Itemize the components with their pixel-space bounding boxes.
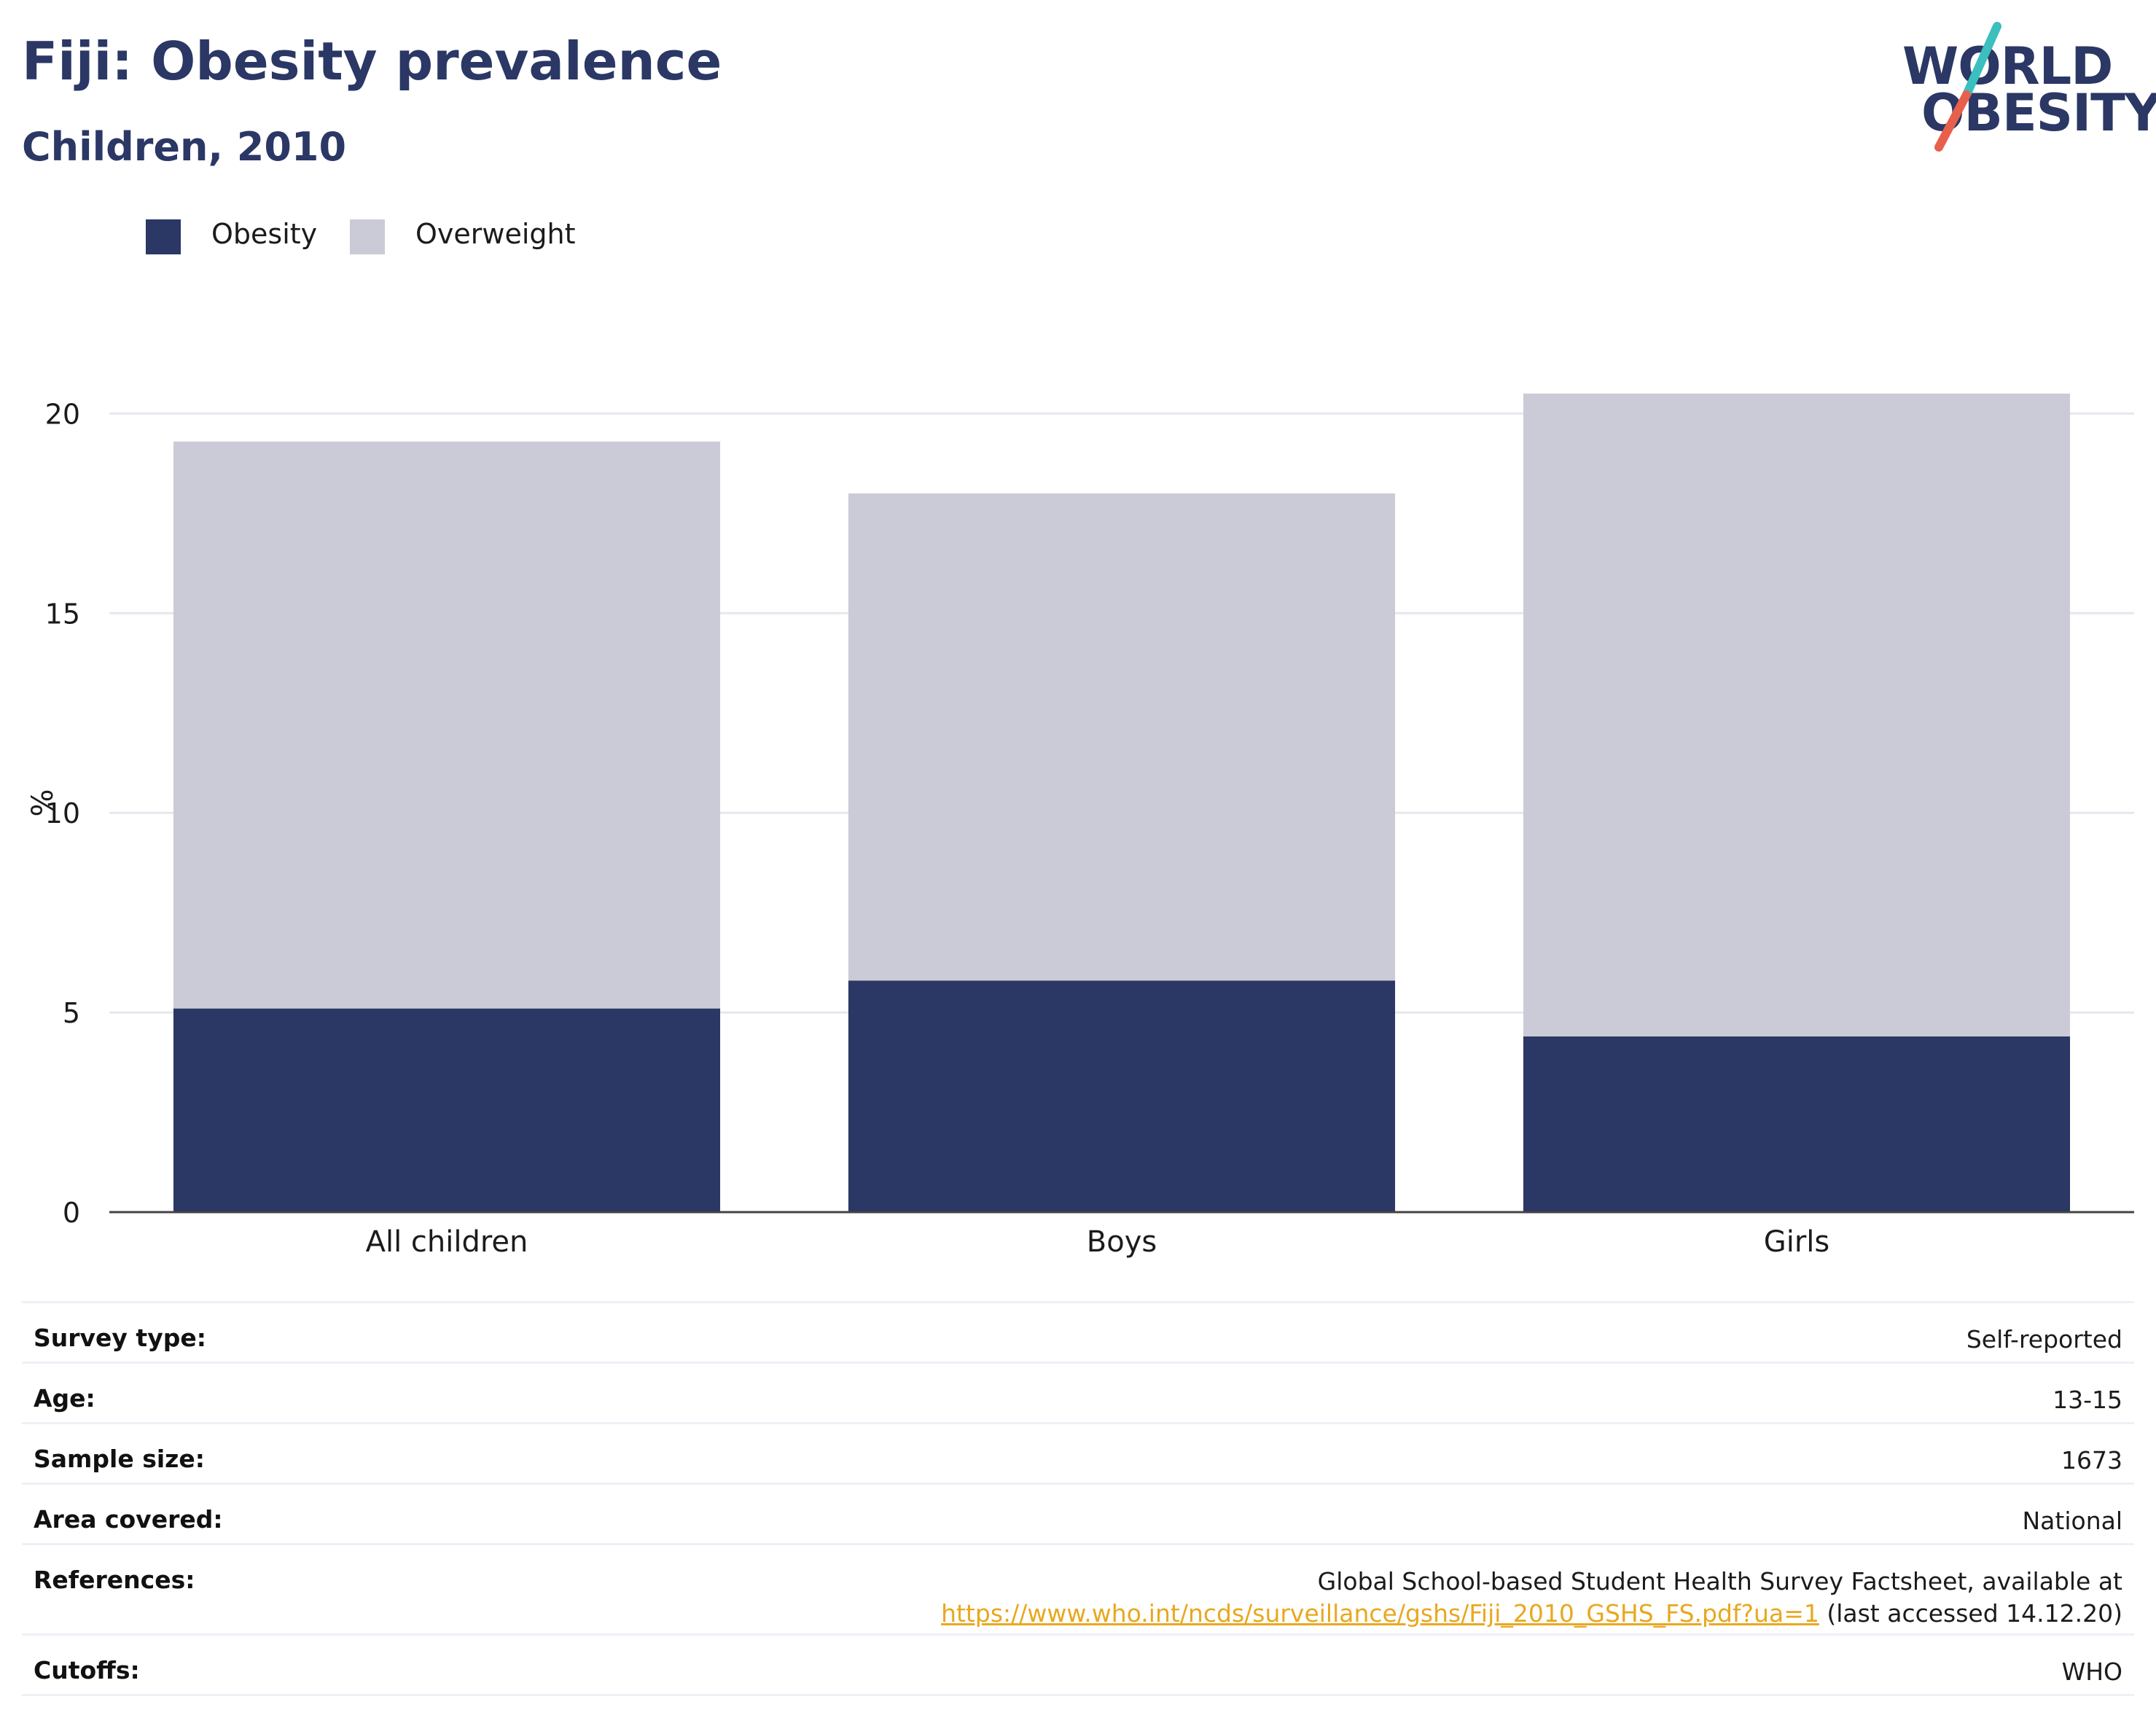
page-title: Fiji: Obesity prevalence	[22, 31, 722, 92]
legend-swatch-obesity	[146, 219, 181, 254]
legend-swatch-overweight	[350, 219, 385, 254]
info-row-cutoffs: Cutoffs: WHO	[22, 1636, 2134, 1696]
x-tick-label-girls: Girls	[1764, 1225, 1830, 1259]
info-key-sample-size: Sample size:	[34, 1445, 205, 1473]
info-row-references: References: Global School-based Student …	[22, 1545, 2134, 1636]
y-tick-label-20: 20	[45, 398, 80, 430]
references-text: Global School-based Student Health Surve…	[1317, 1567, 2122, 1596]
info-key-survey-type: Survey type:	[34, 1324, 206, 1352]
bar-obesity-all-children	[173, 1008, 721, 1212]
bar-obesity-girls	[1523, 1036, 2071, 1212]
references-link[interactable]: https://www.who.int/ncds/surveillance/gs…	[941, 1599, 1819, 1628]
info-row-area-covered: Area covered: National	[22, 1485, 2134, 1545]
info-value-survey-type: Self-reported	[1966, 1325, 2122, 1354]
logo-slash-icon	[1934, 22, 2001, 152]
info-value-cutoffs: WHO	[2061, 1657, 2122, 1686]
info-key-cutoffs: Cutoffs:	[34, 1656, 140, 1684]
y-axis-title: %	[26, 789, 60, 816]
info-value-area-covered: National	[2022, 1507, 2122, 1535]
x-tick-label-boys: Boys	[1087, 1225, 1157, 1259]
info-row-survey-type: Survey type: Self-reported	[22, 1303, 2134, 1364]
legend-label-overweight: Overweight	[415, 218, 576, 250]
y-tick-label-5: 5	[63, 997, 80, 1029]
info-key-age: Age:	[34, 1384, 95, 1413]
info-key-area-covered: Area covered:	[34, 1505, 223, 1534]
references-link-line: https://www.who.int/ncds/surveillance/gs…	[34, 1598, 2122, 1630]
page-subtitle: Children, 2010	[22, 124, 347, 170]
bar-obesity-boys	[848, 980, 1396, 1212]
world-obesity-logo: WORLD OBESITY	[1902, 22, 2156, 153]
bar-overweight-boys	[848, 493, 1396, 981]
logo-word-world: WORLD	[1902, 36, 2113, 96]
info-value-age: 13-15	[2053, 1386, 2122, 1414]
legend-label-obesity: Obesity	[211, 218, 318, 250]
info-row-age: Age: 13-15	[22, 1364, 2134, 1424]
info-row-sample-size: Sample size: 1673	[22, 1424, 2134, 1485]
references-accessed: (last accessed 14.12.20)	[1819, 1599, 2122, 1628]
survey-info-table: Survey type: Self-reported Age: 13-15 Sa…	[22, 1301, 2134, 1696]
x-tick-label-all-children: All children	[366, 1225, 528, 1259]
y-tick-label-15: 15	[45, 598, 80, 630]
y-tick-label-0: 0	[63, 1197, 80, 1229]
bar-chart: 0 5 10 15 20% All children Boys Girls	[26, 394, 2134, 1259]
info-value-references: Global School-based Student Health Surve…	[34, 1566, 2122, 1630]
info-key-references: References:	[34, 1566, 195, 1594]
bar-overweight-girls	[1523, 394, 2071, 1036]
info-value-sample-size: 1673	[2061, 1446, 2122, 1475]
bar-overweight-all-children	[173, 441, 721, 1009]
y-tick-label-10: 10	[45, 797, 80, 829]
